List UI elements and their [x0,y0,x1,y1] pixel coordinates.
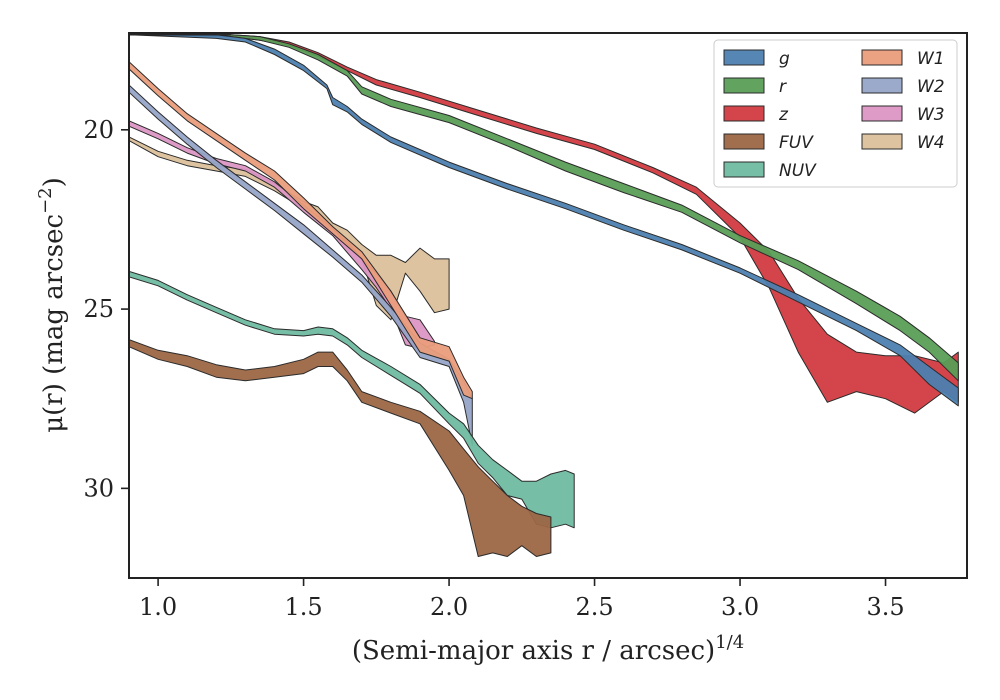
legend-swatch-r [723,77,765,94]
legend-swatch-fuv [723,133,765,150]
y-axis-ticks: 20 25 30 [83,116,129,502]
y-axis-label: μ(r) (mag arcsec−2) [35,177,69,433]
legend-label-w2: W2 [917,77,945,97]
legend-box [713,39,958,188]
series-layer [129,34,959,557]
chart-legend: grz FUV NUV W1 W2 W3 W4 [713,39,958,188]
series-band-r [129,34,959,382]
plot-frame [128,32,968,579]
legend-label-nuv: NUV [779,161,817,181]
legend-label-fuv: FUV [779,133,814,153]
y-tick-label: 30 [83,474,114,502]
x-axis-label: (Semi-major axis r / arcsec)1/4 [352,632,744,666]
legend-swatch-w3 [861,105,903,122]
legend-swatch-w4 [861,133,903,150]
x-tick-label: 2.5 [575,593,613,621]
legend-swatch-z [723,105,765,122]
legend-label-w3: W3 [917,105,945,125]
legend-label-w4: W4 [917,133,945,153]
legend-label-z: z [778,105,789,125]
x-tick-label: 3.5 [866,593,904,621]
series-band-w1 [129,61,473,400]
legend-label-g: g [779,49,790,69]
x-tick-label: 1.5 [284,593,322,621]
y-tick-label: 20 [83,116,114,144]
y-tick-label: 25 [83,295,114,323]
x-tick-label: 2.0 [430,593,468,621]
legend-swatch-nuv [723,161,765,178]
x-tick-label: 3.0 [721,593,759,621]
legend-swatch-w1 [861,49,903,66]
legend-swatch-g [723,49,765,66]
legend-swatch-w2 [861,77,903,94]
series-band-nuv [129,270,575,529]
x-axis-ticks: 1.0 1.5 2.0 2.5 3.0 3.5 [139,578,905,621]
legend-label-r: r [779,77,787,97]
series-band-fuv [129,339,552,557]
legend-label-w1: W1 [917,49,945,69]
x-tick-label: 1.0 [139,593,177,621]
series-band-g [129,34,959,407]
